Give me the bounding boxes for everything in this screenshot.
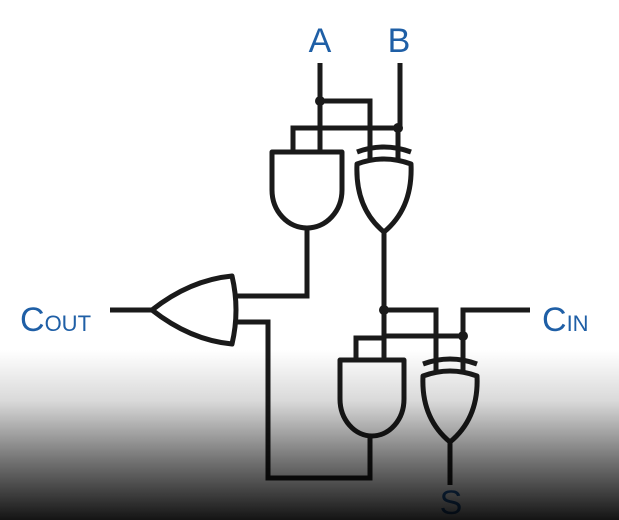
label-carry-in-main: C [542, 301, 567, 339]
wire-b-to-and1 [290, 125, 398, 152]
label-carry-out-sub: OUT [45, 311, 91, 336]
junction-dot [315, 96, 325, 106]
junction-dot [393, 123, 403, 133]
wire-and1-to-or [222, 226, 310, 299]
label-input-a: A [309, 22, 332, 60]
wire-cin-to-and2 [381, 333, 463, 360]
label-carry-in-sub: IN [567, 311, 589, 336]
junction-dot [458, 331, 468, 341]
label-sum: S [440, 484, 463, 520]
junction-dot [379, 305, 389, 315]
label-input-b: B [388, 22, 411, 60]
label-carry-out-main: C [20, 301, 45, 339]
label-carry-in: CIN [542, 301, 589, 339]
xor-gate-2 [420, 356, 480, 445]
and-gate-2 [337, 357, 407, 439]
xor-gate-1 [354, 144, 414, 235]
wire-a-to-xor1 [320, 98, 373, 164]
or-gate [149, 273, 239, 347]
wire-xor1-to-and2 [353, 310, 387, 360]
and-gate-1 [269, 149, 345, 231]
label-carry-out: COUT [20, 301, 91, 339]
